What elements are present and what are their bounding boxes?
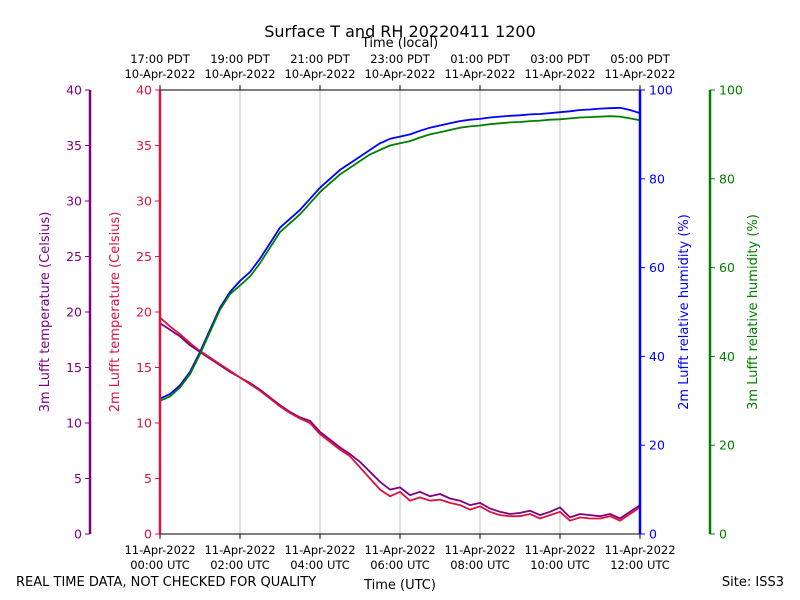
tick-label-rh2m: 100 [649,83,673,98]
tick-label-t2m: 30 [136,194,152,209]
tick-label-t3m: 15 [66,360,82,375]
tick-label-t3m: 10 [66,416,82,431]
tick-label-t3m: 40 [66,83,82,98]
tick-label-t3m: 30 [66,194,82,209]
tick-label-t3m: 25 [66,249,82,264]
local-tick-date: 11-Apr-2022 [524,67,595,81]
local-tick-time: 17:00 PDT [130,52,191,66]
utc-tick-time: 08:00 UTC [450,558,510,572]
utc-tick-date: 11-Apr-2022 [284,543,355,557]
tick-label-rh3m: 100 [719,83,743,98]
tick-label-rh3m: 40 [719,349,735,364]
bottom-axis-title: Time (UTC) [363,578,436,593]
axis-rh3m: 0 20 40 60 80 100 3m Lufft relative humidity (… [708,83,761,542]
series-lines [159,106,641,522]
axis-t3m: 0 5 10 15 20 25 30 35 40 3m Lufft temperature (Ce… [38,83,92,542]
top-axis-title: Time (local) [361,36,438,51]
tick-label-rh3m: 0 [719,527,727,542]
tick-label-t3m: 5 [74,471,82,486]
tick-label-t3m: 35 [66,138,82,153]
tick-label-rh3m: 80 [719,171,735,186]
vertical-gridlines [239,90,561,534]
axis-rh2m: 0 20 40 60 80 100 2m Lufft relative humidity (… [638,83,692,542]
tick-label-rh3m: 20 [719,438,735,453]
local-tick-date: 10-Apr-2022 [364,67,435,81]
axis-label-t3m: 3m Lufft temperature (Celsius) [38,212,53,413]
tick-label-rh2m: 20 [649,438,665,453]
tick-label-t3m: 20 [66,305,82,320]
tick-label-rh3m: 60 [719,260,735,275]
tick-label-rh2m: 0 [649,527,657,542]
tick-label-t2m: 40 [136,83,152,98]
utc-tick-time: 10:00 UTC [530,558,590,572]
local-tick-date: 10-Apr-2022 [204,67,275,81]
series-line-t2m [159,316,641,522]
site-label: Site: ISS3 [721,575,784,590]
chart-title: Surface T and RH 20220411 1200 [264,22,536,41]
utc-tick-date: 11-Apr-2022 [204,543,275,557]
utc-tick-date: 11-Apr-2022 [604,543,675,557]
utc-tick-time: 00:00 UTC [130,558,190,572]
local-tick-date: 10-Apr-2022 [124,67,195,81]
local-tick-date: 10-Apr-2022 [284,67,355,81]
local-tick-time: 23:00 PDT [370,52,431,66]
series-line-rh3m [159,115,641,402]
local-tick-date: 11-Apr-2022 [604,67,675,81]
local-tick-time: 03:00 PDT [530,52,591,66]
tick-label-t2m: 20 [136,305,152,320]
local-tick-date: 11-Apr-2022 [444,67,515,81]
axis-label-rh3m: 3m Lufft relative humidity (%) [746,214,761,410]
tick-label-rh2m: 60 [649,260,665,275]
utc-tick-time: 04:00 UTC [290,558,350,572]
utc-tick-time: 06:00 UTC [370,558,430,572]
series-line-rh2m [159,106,641,400]
tick-label-rh2m: 80 [649,171,665,186]
utc-tick-date: 11-Apr-2022 [364,543,435,557]
tick-label-t2m: 10 [136,416,152,431]
quality-disclaimer: REAL TIME DATA, NOT CHECKED FOR QUALITY [16,575,317,590]
local-tick-time: 05:00 PDT [610,52,671,66]
tick-label-t2m: 5 [144,471,152,486]
utc-tick-time: 02:00 UTC [210,558,270,572]
axes: 0 5 10 15 20 25 30 35 40 3m Lufft temperature (Ce… [38,83,761,542]
axis-label-rh2m: 2m Lufft relative humidity (%) [677,214,692,410]
tick-label-rh2m: 40 [649,349,665,364]
tick-label-t3m: 0 [74,527,82,542]
axis-label-t2m: 2m Lufft temperature (Celsius) [108,212,123,413]
utc-tick-date: 11-Apr-2022 [444,543,515,557]
tick-label-t2m: 35 [136,138,152,153]
axis-t2m: 0 5 10 15 20 25 30 35 40 2m Lufft temperature (Ce… [108,83,162,542]
utc-tick-date: 11-Apr-2022 [524,543,595,557]
utc-tick-time: 12:00 UTC [610,558,670,572]
tick-label-t2m: 25 [136,249,152,264]
local-tick-time: 19:00 PDT [210,52,271,66]
tick-label-t2m: 15 [136,360,152,375]
utc-tick-date: 11-Apr-2022 [124,543,195,557]
tick-label-t2m: 0 [144,527,152,542]
local-tick-time: 21:00 PDT [290,52,351,66]
local-tick-time: 01:00 PDT [450,52,511,66]
